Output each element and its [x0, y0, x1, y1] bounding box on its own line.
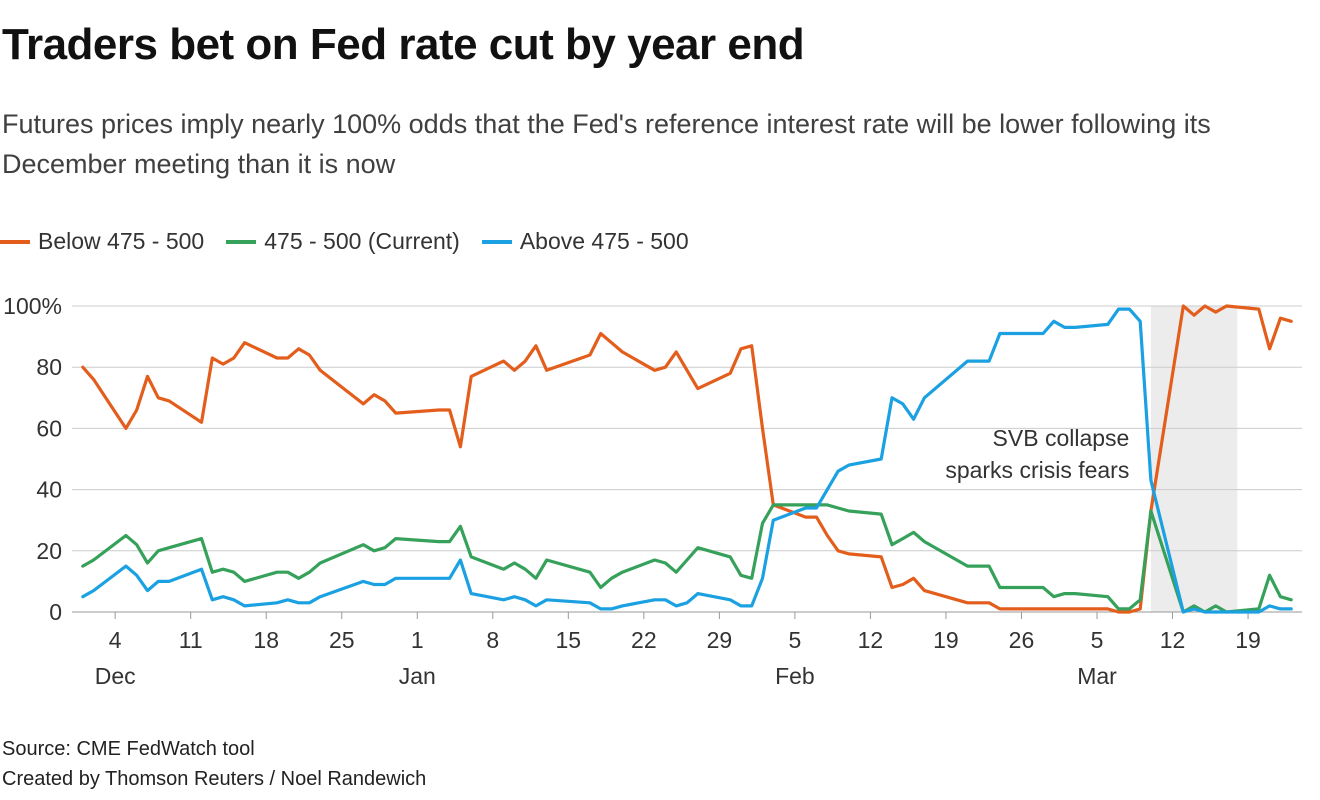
y-tick-label: 100% [3, 293, 62, 319]
y-tick-label: 0 [49, 599, 62, 625]
x-tick-label: 19 [1235, 627, 1261, 653]
x-tick-label: 8 [486, 627, 499, 653]
x-tick-label: 5 [1091, 627, 1104, 653]
series-line-above [81, 307, 1293, 614]
legend-swatch-above [481, 239, 512, 244]
x-tick-label: 12 [858, 627, 884, 653]
x-tick-label: 5 [788, 627, 801, 653]
x-tick-label: 15 [556, 627, 582, 653]
x-tick-month-label: Mar [1077, 663, 1117, 689]
x-tick-label: 26 [1009, 627, 1035, 653]
series-line-current [81, 503, 1293, 614]
legend-label-current: 475 - 500 (Current) [264, 228, 460, 254]
credit-note: Created by Thomson Reuters / Noel Randew… [2, 768, 427, 790]
x-tick-month-label: Jan [399, 663, 436, 689]
source-note: Source: CME FedWatch tool [2, 738, 255, 760]
y-tick-label: 60 [36, 415, 62, 441]
chart-subtitle: Futures prices imply nearly 100% odds th… [2, 109, 1211, 179]
x-tick-label: 19 [933, 627, 959, 653]
x-tick-label: 4 [109, 627, 122, 653]
y-tick-label: 80 [36, 354, 62, 380]
x-tick-month-label: Dec [95, 663, 136, 689]
shaded-region [1150, 306, 1238, 612]
legend-item-below: Below 475 - 500 [0, 228, 204, 255]
chart-title: Traders bet on Fed rate cut by year end [2, 20, 805, 69]
legend-item-current: 475 - 500 (Current) [226, 228, 460, 255]
x-tick-label: 18 [253, 627, 279, 653]
x-tick-label: 1 [411, 627, 424, 653]
legend-swatch-below [0, 239, 30, 244]
legend-label-below: Below 475 - 500 [38, 228, 205, 254]
legend-label-above: Above 475 - 500 [519, 228, 689, 254]
x-tick-label: 11 [179, 627, 203, 653]
chart-legend: Below 475 - 500 475 - 500 (Current) Abov… [0, 228, 711, 255]
annotation-label: SVB collapse [993, 425, 1130, 451]
legend-item-above: Above 475 - 500 [481, 228, 689, 255]
annotation-label: sparks crisis fears [945, 457, 1129, 483]
y-tick-label: 20 [36, 538, 62, 564]
x-tick-label: 12 [1160, 627, 1186, 653]
series-line-below [81, 304, 1293, 614]
x-tick-label: 25 [329, 627, 355, 653]
x-tick-label: 29 [707, 627, 733, 653]
y-tick-label: 40 [36, 477, 62, 503]
legend-swatch-current [226, 239, 257, 244]
x-tick-label: 22 [631, 627, 657, 653]
x-tick-month-label: Feb [775, 663, 815, 689]
